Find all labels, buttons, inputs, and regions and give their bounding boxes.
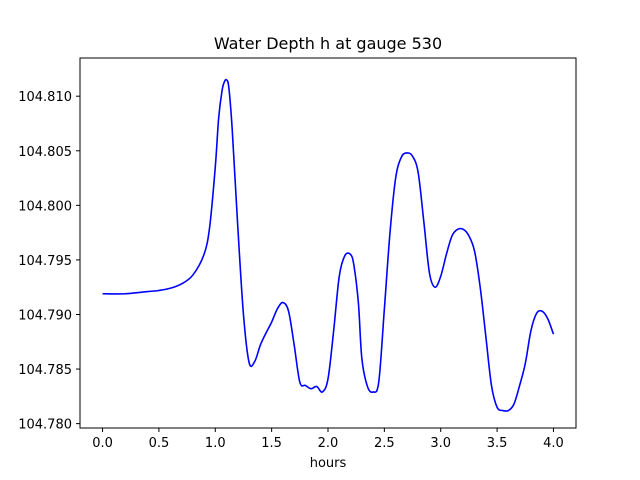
x-tick-label: 2.0 xyxy=(318,436,339,451)
y-tick-label: 104.790 xyxy=(18,308,72,323)
y-tick-label: 104.785 xyxy=(18,363,72,378)
x-tick-label: 1.5 xyxy=(261,436,282,451)
x-tick-label: 3.0 xyxy=(430,436,451,451)
chart-title: Water Depth h at gauge 530 xyxy=(214,34,442,53)
y-axis: 104.780 104.785 104.790 104.795 104.800 104.8… xyxy=(18,90,80,433)
x-axis-label: hours xyxy=(310,456,347,471)
x-tick-label: 4.0 xyxy=(543,436,564,451)
y-tick-label: 104.805 xyxy=(18,145,72,160)
x-axis: 0.0 0.5 1.0 1.5 2.0 2.5 3.0 3.5 4.0 xyxy=(92,428,564,451)
series-layer xyxy=(102,78,555,412)
y-tick-label: 104.810 xyxy=(18,90,72,105)
y-tick-label: 104.780 xyxy=(18,418,72,433)
y-tick-label: 104.795 xyxy=(18,254,72,269)
x-tick-label: 0.0 xyxy=(92,436,113,451)
series-line-0 xyxy=(102,78,555,412)
x-tick-label: 1.0 xyxy=(205,436,226,451)
x-tick-label: 2.5 xyxy=(374,436,395,451)
x-tick-label: 3.5 xyxy=(487,436,508,451)
x-tick-label: 0.5 xyxy=(149,436,170,451)
y-tick-label: 104.800 xyxy=(18,199,72,214)
